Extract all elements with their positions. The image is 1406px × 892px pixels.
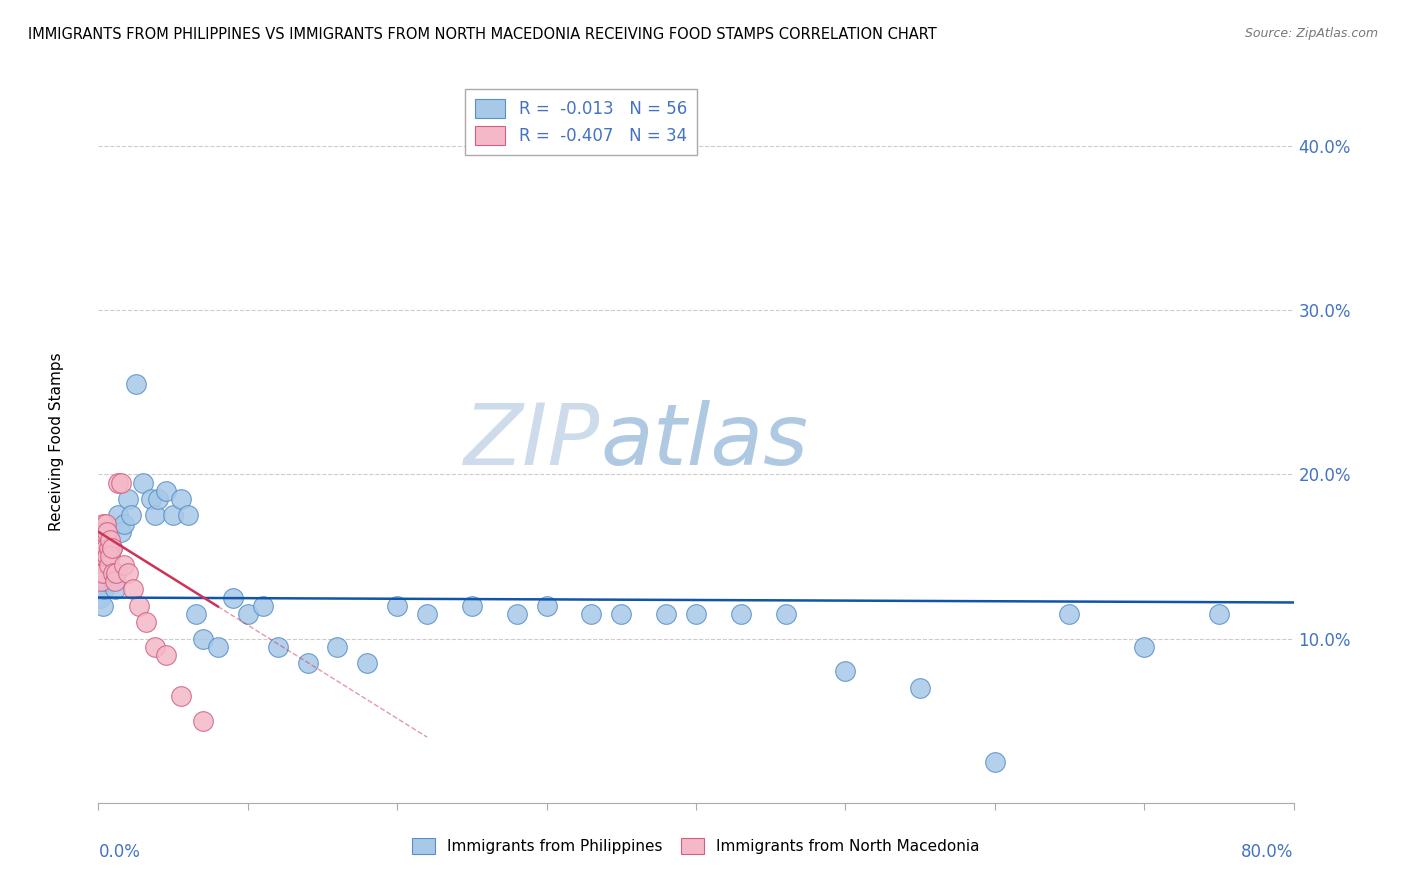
Point	[236, 607, 259, 621]
Point	[96, 549, 118, 564]
Point	[128, 599, 150, 613]
Point	[96, 524, 118, 539]
Point	[91, 566, 114, 580]
Point	[121, 582, 143, 597]
Point	[93, 549, 115, 564]
Point	[94, 541, 117, 556]
Point	[536, 599, 558, 613]
Point	[94, 533, 117, 547]
Text: ZIP: ZIP	[464, 400, 600, 483]
Point	[98, 549, 122, 564]
Point	[101, 541, 124, 556]
Text: 80.0%: 80.0%	[1241, 843, 1294, 861]
Point	[169, 689, 191, 703]
Text: Receiving Food Stamps: Receiving Food Stamps	[49, 352, 65, 531]
Point	[155, 483, 177, 498]
Point	[89, 566, 111, 580]
Point	[461, 599, 484, 613]
Point	[120, 508, 142, 523]
Point	[93, 582, 115, 597]
Point	[97, 541, 120, 556]
Point	[103, 566, 125, 580]
Point	[117, 491, 139, 506]
Point	[89, 591, 111, 605]
Point	[112, 558, 135, 572]
Point	[101, 541, 124, 556]
Point	[775, 607, 797, 621]
Point	[1208, 607, 1230, 621]
Point	[90, 524, 112, 539]
Point	[117, 566, 139, 580]
Point	[169, 491, 191, 506]
Point	[93, 541, 115, 556]
Point	[148, 491, 170, 506]
Point	[610, 607, 633, 621]
Point	[581, 607, 603, 621]
Point	[730, 607, 752, 621]
Point	[103, 574, 125, 588]
Point	[1133, 640, 1156, 654]
Point	[143, 640, 166, 654]
Point	[91, 599, 114, 613]
Text: 0.0%: 0.0%	[98, 843, 141, 861]
Point	[385, 599, 409, 613]
Point	[91, 541, 114, 556]
Text: atlas: atlas	[600, 400, 808, 483]
Point	[91, 516, 114, 531]
Point	[105, 566, 128, 580]
Point	[162, 508, 184, 523]
Point	[90, 558, 112, 572]
Point	[89, 541, 111, 556]
Point	[132, 475, 155, 490]
Point	[98, 566, 122, 580]
Point	[107, 508, 129, 523]
Point	[89, 533, 111, 547]
Point	[98, 533, 122, 547]
Point	[655, 607, 678, 621]
Point	[104, 574, 127, 588]
Point	[143, 508, 166, 523]
Point	[94, 516, 117, 531]
Point	[110, 524, 132, 539]
Point	[125, 377, 148, 392]
Point	[97, 558, 120, 572]
Point	[96, 549, 118, 564]
Point	[184, 607, 207, 621]
Point	[93, 524, 115, 539]
Point	[191, 632, 214, 646]
Point	[139, 491, 162, 506]
Point	[177, 508, 200, 523]
Point	[207, 640, 229, 654]
Point	[90, 574, 112, 588]
Point	[107, 475, 129, 490]
Point	[91, 566, 114, 580]
Point	[297, 657, 319, 671]
Point	[191, 714, 214, 728]
Point	[506, 607, 529, 621]
Text: Source: ZipAtlas.com: Source: ZipAtlas.com	[1244, 27, 1378, 40]
Point	[222, 591, 245, 605]
Point	[155, 648, 177, 662]
Point	[356, 657, 378, 671]
Point	[104, 582, 127, 597]
Point	[97, 524, 120, 539]
Point	[110, 475, 132, 490]
Point	[252, 599, 274, 613]
Point	[135, 615, 157, 630]
Point	[94, 574, 117, 588]
Point	[908, 681, 931, 695]
Point	[267, 640, 290, 654]
Point	[112, 516, 135, 531]
Point	[90, 549, 112, 564]
Text: IMMIGRANTS FROM PHILIPPINES VS IMMIGRANTS FROM NORTH MACEDONIA RECEIVING FOOD ST: IMMIGRANTS FROM PHILIPPINES VS IMMIGRANT…	[28, 27, 936, 42]
Point	[984, 755, 1007, 769]
Point	[1059, 607, 1081, 621]
Legend: Immigrants from Philippines, Immigrants from North Macedonia: Immigrants from Philippines, Immigrants …	[406, 832, 986, 860]
Point	[90, 582, 112, 597]
Point	[416, 607, 439, 621]
Point	[326, 640, 349, 654]
Point	[685, 607, 707, 621]
Point	[834, 665, 856, 679]
